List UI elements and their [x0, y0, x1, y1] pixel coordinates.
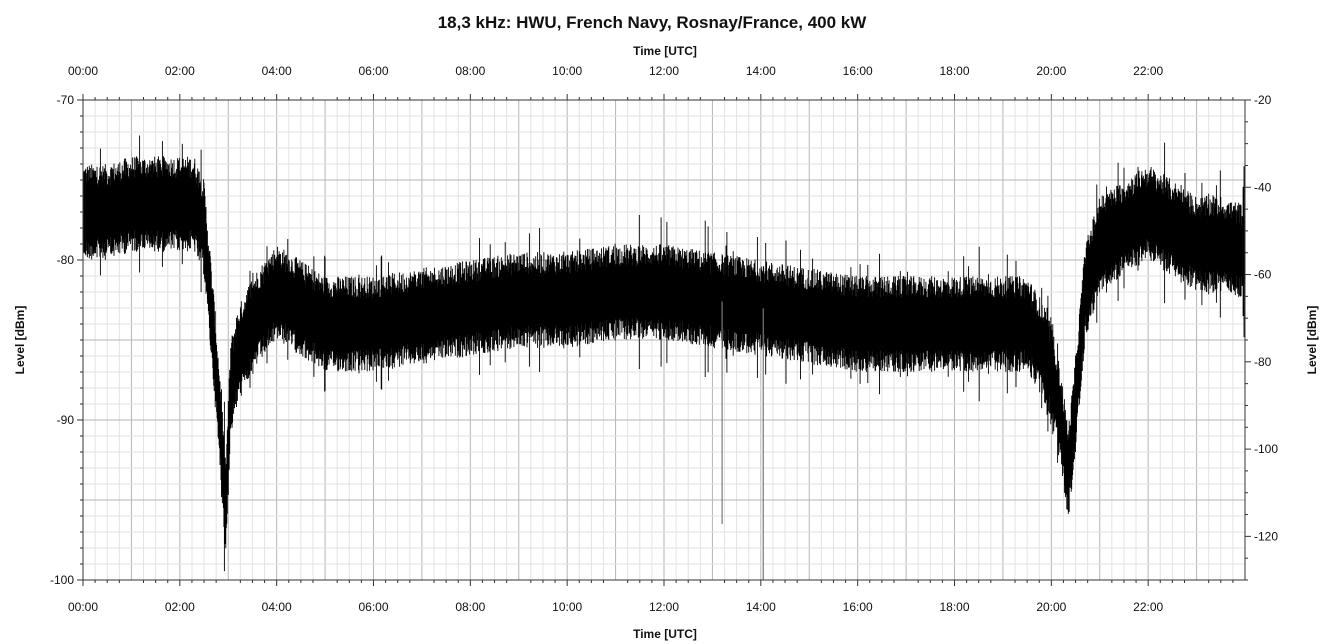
- signal-point: [179, 203, 181, 205]
- signal-point: [229, 387, 232, 389]
- signal-point: [324, 323, 326, 325]
- x-tick-label-top: 14:00: [746, 64, 776, 78]
- x-tick-label-top: 08:00: [455, 64, 485, 78]
- y-tick-label-left: -70: [57, 93, 75, 107]
- x-tick-label-bottom: 10:00: [552, 600, 582, 614]
- x-tick-label-bottom: 02:00: [165, 600, 195, 614]
- signal-point: [469, 307, 472, 309]
- x-tick-label-bottom: 12:00: [649, 600, 679, 614]
- signal-point: [421, 315, 423, 317]
- y-tick-label-right: -20: [1254, 93, 1272, 107]
- y-tick-label-left: -100: [50, 573, 74, 587]
- y-tick-label-left: -90: [57, 413, 75, 427]
- signal-point: [212, 339, 215, 341]
- signal-point: [1147, 211, 1149, 213]
- signal-point: [130, 203, 133, 205]
- x-tick-label-top: 20:00: [1036, 64, 1066, 78]
- y-tick-label-right: -80: [1254, 355, 1272, 369]
- signal-point: [1002, 323, 1004, 325]
- y-tick-label-left: -80: [57, 253, 75, 267]
- signal-point: [1084, 291, 1086, 293]
- x-tick-label-top: 18:00: [939, 64, 969, 78]
- x-tick-label-top: 02:00: [165, 64, 195, 78]
- signal-point: [953, 323, 956, 325]
- y-tick-label-right: -40: [1254, 180, 1272, 194]
- x-axis-label-top: Time [UTC]: [633, 44, 697, 58]
- signal-point: [614, 291, 617, 293]
- signal-point: [1171, 227, 1174, 229]
- x-tick-label-bottom: 14:00: [746, 600, 776, 614]
- signal-point: [760, 307, 762, 309]
- signal-point: [1220, 243, 1222, 245]
- x-tick-label-bottom: 18:00: [939, 600, 969, 614]
- signal-point: [1123, 227, 1125, 229]
- signal-point: [275, 291, 278, 293]
- signal-point: [225, 507, 227, 509]
- x-tick-label-top: 16:00: [843, 64, 873, 78]
- x-tick-label-top: 10:00: [552, 64, 582, 78]
- signal-series: [82, 203, 1246, 580]
- signal-point: [372, 323, 375, 325]
- x-tick-label-bottom: 06:00: [358, 600, 388, 614]
- signal-point: [905, 323, 907, 325]
- x-tick-label-top: 22:00: [1133, 64, 1163, 78]
- signal-point: [193, 203, 196, 205]
- x-tick-label-top: 12:00: [649, 64, 679, 78]
- signal-point: [856, 323, 859, 325]
- x-tick-label-bottom: 08:00: [455, 600, 485, 614]
- x-tick-label-bottom: 04:00: [262, 600, 292, 614]
- signal-point: [300, 307, 302, 309]
- signal-point: [220, 435, 222, 437]
- signal-point: [1074, 403, 1077, 405]
- y-axis-label-left: Level [dBm]: [13, 306, 27, 375]
- signal-point: [237, 355, 239, 357]
- chart-title: 18,3 kHz: HWU, French Navy, Rosnay/Franc…: [438, 13, 868, 32]
- signal-point: [203, 227, 205, 229]
- signal-point: [808, 315, 811, 317]
- y-tick-label-right: -60: [1254, 268, 1272, 282]
- signal-point: [566, 299, 568, 301]
- signal-point: [1067, 475, 1070, 477]
- signal-point: [663, 291, 665, 293]
- signal-point: [1026, 323, 1028, 325]
- signal-point: [518, 299, 520, 301]
- x-tick-label-top: 04:00: [262, 64, 292, 78]
- x-tick-label-bottom: 22:00: [1133, 600, 1163, 614]
- x-tick-label-bottom: 20:00: [1036, 600, 1066, 614]
- signal-point: [711, 299, 714, 301]
- signal-point: [1040, 347, 1043, 349]
- axes: 00:00 00:00 02:00 02:00 04:00 04:00 06:00 06:00…: [50, 64, 1278, 614]
- signal-line: [83, 203, 1246, 509]
- signal-point: [106, 211, 108, 213]
- x-axis-label-bottom: Time [UTC]: [633, 627, 697, 641]
- x-tick-label-bottom: 16:00: [843, 600, 873, 614]
- x-tick-label-top: 06:00: [358, 64, 388, 78]
- signal-point: [1060, 419, 1062, 421]
- signal-point: [154, 203, 157, 205]
- x-tick-label-bottom: 00:00: [68, 600, 98, 614]
- signal-point: [1195, 243, 1198, 245]
- y-tick-label-right: -120: [1254, 529, 1278, 543]
- x-tick-label-top: 00:00: [68, 64, 98, 78]
- signal-point: [251, 323, 254, 325]
- signal-point: [1050, 371, 1053, 373]
- y-tick-label-right: -100: [1254, 442, 1278, 456]
- y-axis-label-right: Level [dBm]: [1305, 306, 1319, 375]
- signal-point: [1099, 243, 1101, 245]
